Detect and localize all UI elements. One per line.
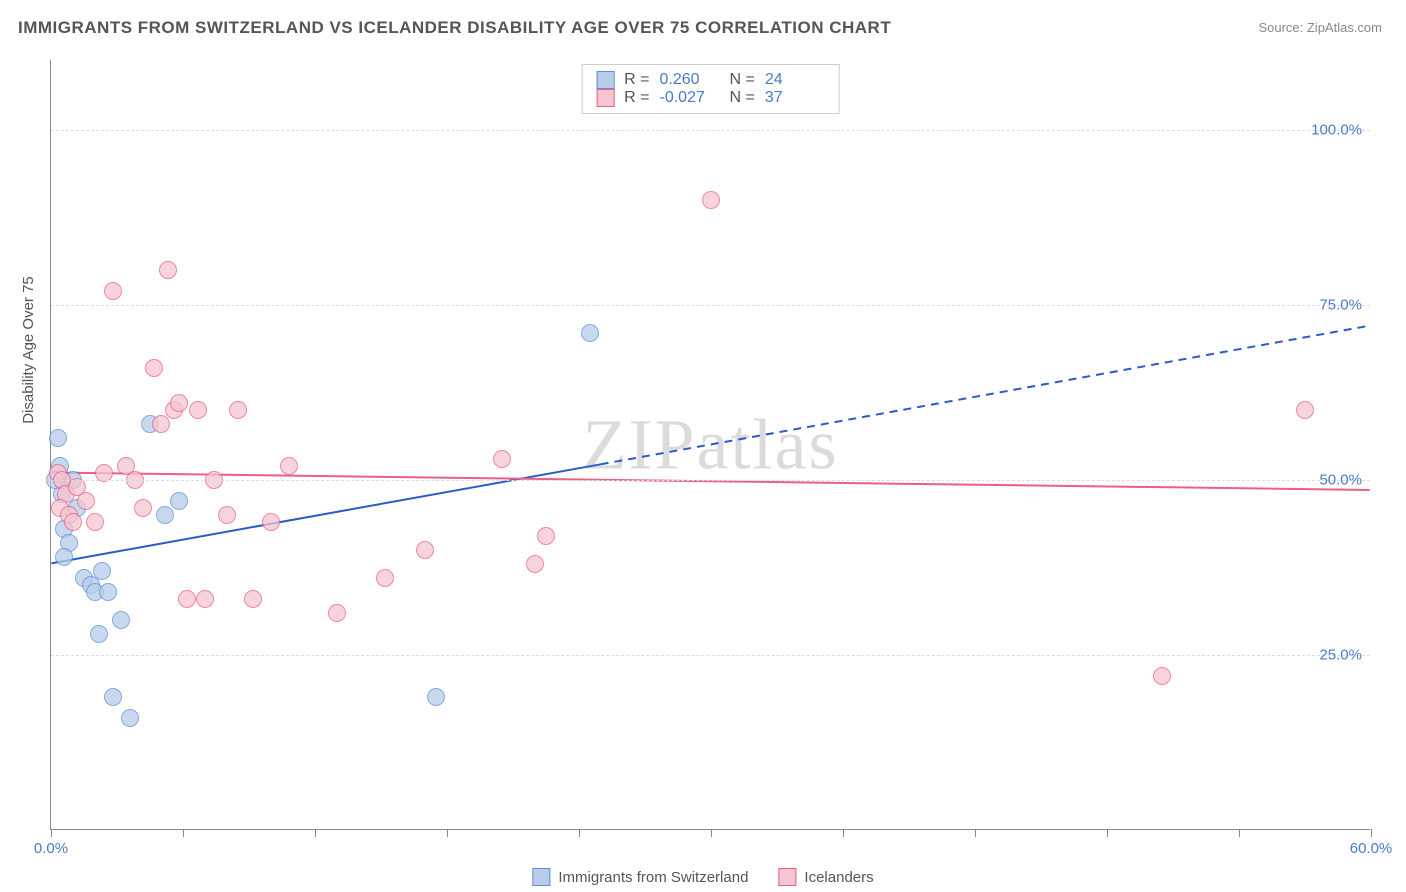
scatter-point	[170, 492, 188, 510]
stats-row: R = -0.027 N = 37	[596, 89, 825, 107]
n-value: 24	[765, 71, 825, 89]
n-label: N =	[730, 89, 755, 107]
x-tick-mark	[975, 829, 976, 837]
r-label: R =	[624, 71, 649, 89]
scatter-point	[526, 555, 544, 573]
scatter-point	[416, 541, 434, 559]
gridline	[51, 480, 1370, 481]
swatch-icon	[778, 868, 796, 886]
y-tick-label: 50.0%	[1319, 472, 1362, 489]
x-tick-mark	[1371, 829, 1372, 837]
legend-label: Immigrants from Switzerland	[558, 869, 748, 886]
scatter-point	[178, 590, 196, 608]
scatter-point	[229, 401, 247, 419]
scatter-point	[1153, 667, 1171, 685]
x-tick-mark	[579, 829, 580, 837]
scatter-point	[93, 562, 111, 580]
y-tick-label: 100.0%	[1311, 122, 1362, 139]
legend-label: Icelanders	[804, 869, 873, 886]
scatter-point	[104, 688, 122, 706]
scatter-point	[328, 604, 346, 622]
r-value: -0.027	[660, 89, 720, 107]
r-value: 0.260	[660, 71, 720, 89]
scatter-point	[55, 548, 73, 566]
gridline	[51, 130, 1370, 131]
x-tick-mark	[843, 829, 844, 837]
x-tick-mark	[711, 829, 712, 837]
x-tick-mark	[315, 829, 316, 837]
chart-title: IMMIGRANTS FROM SWITZERLAND VS ICELANDER…	[18, 18, 891, 38]
scatter-point	[77, 492, 95, 510]
scatter-point	[86, 513, 104, 531]
legend-item: Icelanders	[778, 868, 873, 886]
x-tick-label: 60.0%	[1350, 840, 1393, 857]
scatter-point	[145, 359, 163, 377]
scatter-point	[64, 513, 82, 531]
x-tick-mark	[51, 829, 52, 837]
y-tick-label: 75.0%	[1319, 297, 1362, 314]
gridline	[51, 655, 1370, 656]
scatter-point	[152, 415, 170, 433]
scatter-point	[1296, 401, 1314, 419]
scatter-point	[581, 324, 599, 342]
x-tick-mark	[183, 829, 184, 837]
scatter-point	[121, 709, 139, 727]
plot-area: ZIPatlas R = 0.260 N = 24 R = -0.027 N =…	[50, 60, 1370, 830]
x-tick-label: 0.0%	[34, 840, 68, 857]
source-attribution: Source: ZipAtlas.com	[1258, 20, 1382, 35]
gridline	[51, 305, 1370, 306]
y-tick-label: 25.0%	[1319, 647, 1362, 664]
scatter-point	[49, 429, 67, 447]
scatter-point	[90, 625, 108, 643]
scatter-point	[112, 611, 130, 629]
swatch-icon	[532, 868, 550, 886]
trendlines-svg	[51, 60, 1370, 829]
y-axis-label: Disability Age Over 75	[20, 276, 37, 424]
source-name: ZipAtlas.com	[1307, 20, 1382, 35]
n-value: 37	[765, 89, 825, 107]
n-label: N =	[730, 71, 755, 89]
scatter-point	[189, 401, 207, 419]
scatter-point	[196, 590, 214, 608]
scatter-point	[99, 583, 117, 601]
x-tick-mark	[1239, 829, 1240, 837]
stats-row: R = 0.260 N = 24	[596, 71, 825, 89]
swatch-icon	[596, 89, 614, 107]
r-label: R =	[624, 89, 649, 107]
scatter-point	[280, 457, 298, 475]
scatter-point	[427, 688, 445, 706]
scatter-point	[134, 499, 152, 517]
correlation-stats-box: R = 0.260 N = 24 R = -0.027 N = 37	[581, 64, 840, 114]
scatter-point	[156, 506, 174, 524]
scatter-point	[104, 282, 122, 300]
scatter-point	[218, 506, 236, 524]
swatch-icon	[596, 71, 614, 89]
trendline-dashed	[601, 326, 1370, 465]
scatter-point	[262, 513, 280, 531]
scatter-point	[702, 191, 720, 209]
source-prefix: Source:	[1258, 20, 1306, 35]
bottom-legend: Immigrants from Switzerland Icelanders	[532, 868, 873, 886]
scatter-point	[493, 450, 511, 468]
watermark: ZIPatlas	[583, 403, 839, 486]
scatter-point	[159, 261, 177, 279]
x-tick-mark	[447, 829, 448, 837]
scatter-point	[376, 569, 394, 587]
scatter-point	[244, 590, 262, 608]
legend-item: Immigrants from Switzerland	[532, 868, 748, 886]
trendline-solid	[51, 472, 1369, 489]
scatter-point	[537, 527, 555, 545]
scatter-point	[170, 394, 188, 412]
x-tick-mark	[1107, 829, 1108, 837]
